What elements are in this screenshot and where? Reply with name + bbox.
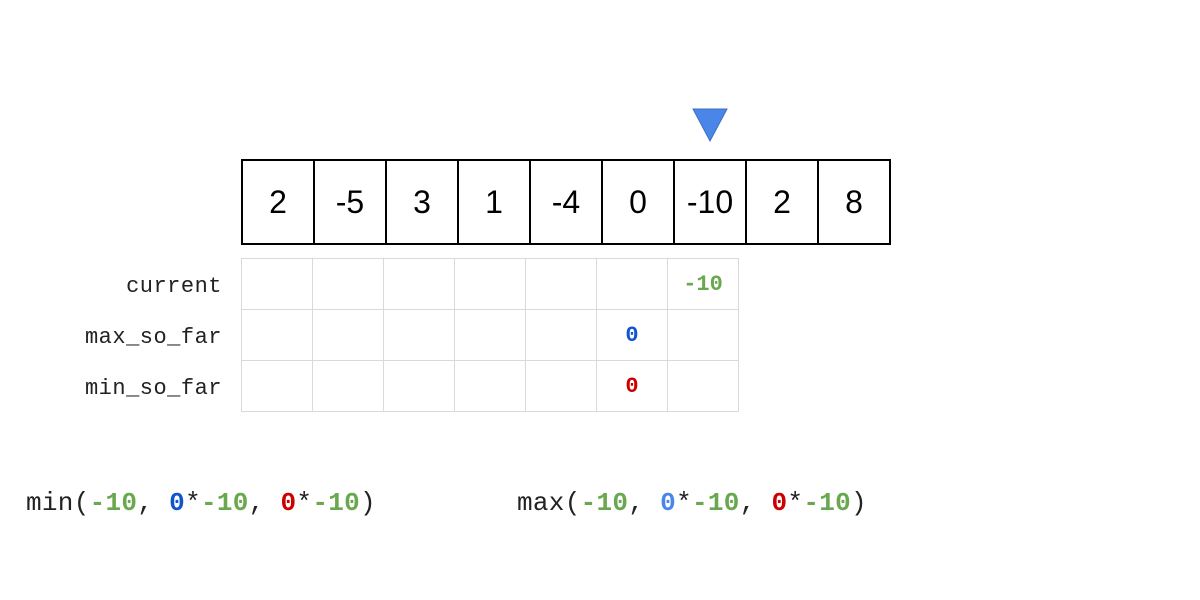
formula-token-max-so-far: 0 [169, 488, 186, 518]
array-cell: 8 [819, 159, 891, 245]
formula-token-current: -10 [89, 488, 138, 518]
dp-cell [383, 258, 455, 310]
max-formula: max(-10, 0*-10, 0*-10) [517, 488, 867, 518]
dp-cell [667, 309, 739, 361]
formula-token: max( [517, 488, 581, 518]
dp-cell: 0 [596, 360, 668, 412]
dp-cell [241, 309, 313, 361]
row-label-current: current [126, 274, 222, 299]
formula-token-current: -10 [312, 488, 361, 518]
formula-token-current: -10 [691, 488, 740, 518]
dp-cell [383, 309, 455, 361]
formula-token-max-so-far: 0 [660, 488, 677, 518]
formula-token: * [185, 488, 201, 518]
dp-cell [454, 309, 526, 361]
dp-row-current: -10 [241, 258, 739, 310]
dp-cell: -10 [667, 258, 739, 310]
formula-token: , [628, 488, 661, 518]
formula-token: , [137, 488, 170, 518]
dp-cell [525, 309, 597, 361]
dp-cell: 0 [596, 309, 668, 361]
dp-row-min-so-far: 0 [241, 360, 739, 412]
dp-cell [383, 360, 455, 412]
dp-cell [312, 309, 384, 361]
formula-token: * [676, 488, 692, 518]
formula-token-current: -10 [200, 488, 249, 518]
row-label-min-so-far: min_so_far [84, 376, 222, 401]
dp-cell [667, 360, 739, 412]
formula-token-min-so-far: 0 [280, 488, 297, 518]
dp-cell [241, 360, 313, 412]
formula-token-current: -10 [803, 488, 852, 518]
formula-token: ) [851, 488, 867, 518]
formula-token: ) [360, 488, 376, 518]
array-cell: -5 [315, 159, 387, 245]
dp-cell [312, 360, 384, 412]
dp-cell [525, 258, 597, 310]
formula-token: * [296, 488, 313, 518]
input-array: 2 -5 3 1 -4 0 -10 2 8 [241, 159, 891, 245]
dp-cell [454, 258, 526, 310]
dp-cell [241, 258, 313, 310]
formula-token: * [787, 488, 804, 518]
row-label-max-so-far: max_so_far [84, 325, 222, 350]
formula-token: min( [26, 488, 90, 518]
dp-row-labels: current max_so_far min_so_far [0, 261, 222, 414]
array-cell: 0 [603, 159, 675, 245]
dp-cell [596, 258, 668, 310]
dp-cell [312, 258, 384, 310]
formula-token-current: -10 [580, 488, 629, 518]
array-cell: 2 [243, 159, 315, 245]
array-cell: 3 [387, 159, 459, 245]
array-cell: 2 [747, 159, 819, 245]
formula-token: , [248, 488, 281, 518]
formula-token-min-so-far: 0 [771, 488, 788, 518]
dp-cell [454, 360, 526, 412]
formula-token: , [739, 488, 772, 518]
min-formula: min(-10, 0*-10, 0*-10) [26, 488, 376, 518]
array-cell: 1 [459, 159, 531, 245]
current-index-pointer-icon [692, 108, 728, 142]
dp-cell [525, 360, 597, 412]
dp-table: -10 0 0 [241, 258, 739, 412]
array-cell: -4 [531, 159, 603, 245]
dp-row-max-so-far: 0 [241, 309, 739, 361]
array-cell: -10 [675, 159, 747, 245]
